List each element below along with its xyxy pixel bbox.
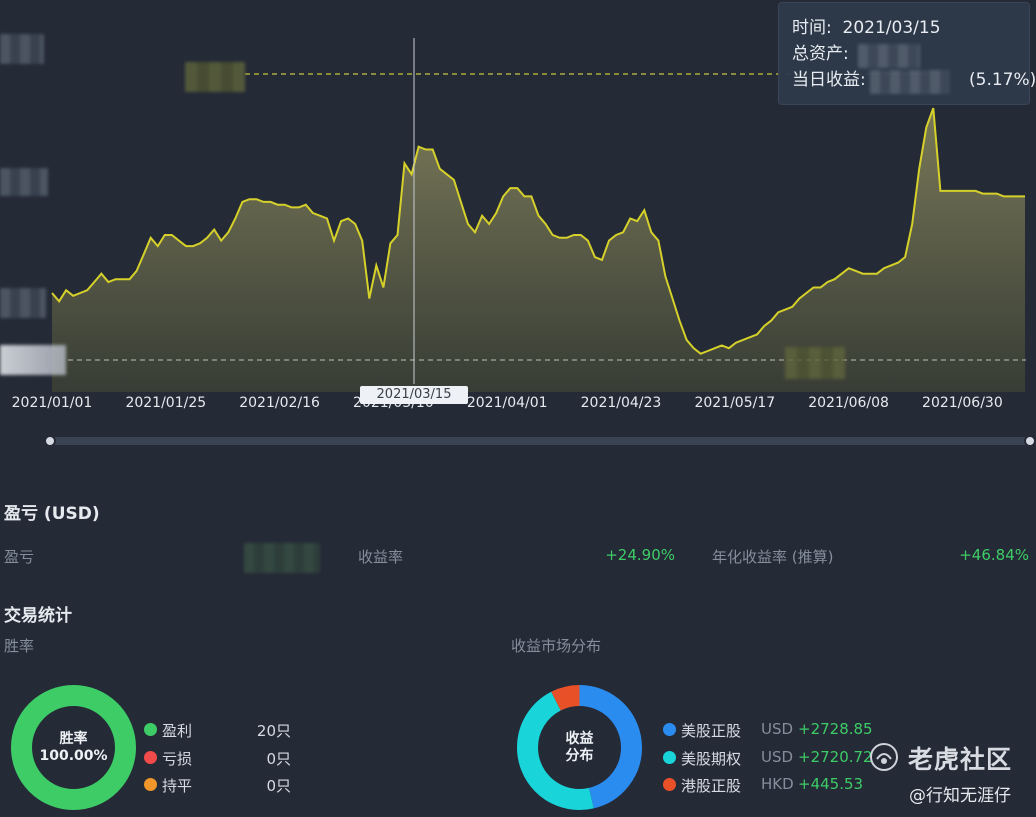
x-tick-label: 2021/04/01 [467, 395, 548, 411]
pnl-label: 盈亏 [4, 548, 35, 566]
hk-stock-currency: HKD [761, 775, 794, 793]
range-slider-track [50, 437, 1032, 445]
redacted-y-label-top [0, 34, 44, 64]
winrate-donut [11, 685, 136, 810]
us-stock-amount: +2728.85 [798, 720, 873, 738]
market-center-line1: 收益 [565, 731, 594, 747]
annual-return-label: 年化收益率 (推算) [712, 548, 834, 566]
market-center-line2: 分布 [565, 748, 594, 764]
tooltip-time-value: 2021/03/15 [842, 18, 941, 38]
chart-area-path [52, 108, 1025, 392]
tooltip-daily-pct: (5.17%) [969, 70, 1036, 90]
tiger-logo-icon [870, 743, 898, 771]
x-axis-ticks: 2021/01/012021/01/252021/02/162021/03/10… [12, 395, 1003, 411]
cursor-date-label: 2021/03/15 [360, 386, 468, 404]
us-stock-label: 美股正股 [681, 722, 742, 740]
redacted-min-left [0, 345, 66, 375]
profit-count: 20只 [256, 722, 291, 740]
market-slice [517, 685, 642, 810]
pnl-title: 盈亏 (USD) [4, 504, 100, 524]
x-tick-label: 2021/04/23 [581, 395, 662, 411]
us-option-dot-icon [663, 751, 676, 764]
winrate-center: 胜率 100.00% [10, 731, 137, 765]
loss-legend-label: 亏损 [162, 750, 193, 768]
watermark-brand: 老虎社区 [908, 745, 1013, 774]
x-tick-label: 2021/05/17 [694, 395, 775, 411]
us-option-amount: +2720.72 [798, 748, 873, 766]
stats-title: 交易统计 [4, 606, 72, 626]
flat-dot-icon [144, 778, 157, 791]
return-label: 收益率 [358, 548, 404, 566]
profit-legend-label: 盈利 [162, 722, 193, 740]
us-stock-dot-icon [663, 723, 676, 736]
x-tick-label: 2021/06/08 [808, 395, 889, 411]
winrate-label: 胜率 [4, 637, 35, 655]
redacted-y-label-low [0, 288, 46, 318]
market-slice [517, 685, 642, 810]
x-tick-label: 2021/01/25 [125, 395, 206, 411]
flat-legend-label: 持平 [162, 777, 193, 795]
annual-return-value: +46.84% [959, 546, 1029, 564]
loss-dot-icon [144, 751, 157, 764]
redacted-tooltip-assets [858, 44, 920, 68]
profit-dot-icon [144, 723, 157, 736]
chart-series-line [51, 107, 1025, 355]
us-option-label: 美股期权 [681, 750, 742, 768]
redacted-max-value [185, 62, 245, 92]
market-distribution-label: 收益市场分布 [511, 637, 602, 655]
us-stock-currency: USD [761, 720, 794, 738]
watermark-author: @行知无涯仔 [909, 786, 1011, 806]
market-distribution-donut [517, 685, 642, 810]
winrate-center-title: 胜率 [59, 731, 88, 747]
hk-stock-amount: +445.53 [798, 775, 864, 793]
chart-line [51, 107, 1025, 355]
x-tick-label: 2021/02/16 [239, 395, 320, 411]
redacted-min-value [785, 347, 845, 379]
x-tick-label: 2021/01/01 [12, 395, 93, 411]
tooltip-assets-label: 总资产: [792, 44, 849, 64]
tooltip-time-label: 时间: [792, 18, 832, 38]
redacted-y-label-mid [0, 168, 48, 196]
flat-count: 0只 [266, 777, 291, 795]
range-slider-left-handle [44, 435, 56, 447]
return-value: +24.90% [605, 546, 675, 564]
x-tick-label: 2021/06/30 [922, 395, 1003, 411]
redacted-pnl-value [244, 543, 320, 573]
chart-area-fill [52, 108, 1025, 392]
market-donut-center: 收益 分布 [516, 731, 643, 765]
asset-line-chart[interactable]: 2021/01/012021/01/252021/02/162021/03/10… [0, 0, 1036, 460]
redacted-tooltip-daily [870, 70, 950, 94]
winrate-center-value: 100.00% [39, 748, 108, 764]
hk-stock-label: 港股正股 [681, 777, 742, 795]
loss-count: 0只 [266, 750, 291, 768]
range-slider-right-handle [1024, 435, 1036, 447]
us-option-currency: USD [761, 748, 794, 766]
tooltip-daily-label: 当日收益: [792, 70, 866, 90]
hk-stock-dot-icon [663, 778, 676, 791]
